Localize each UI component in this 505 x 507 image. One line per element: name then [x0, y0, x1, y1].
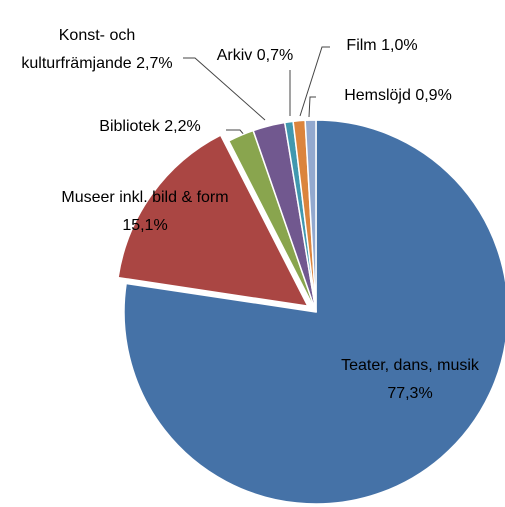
- category-label: Arkiv: [216, 47, 253, 64]
- leader-line: [308, 96, 316, 118]
- category-label: Teater, dans, musik: [341, 357, 479, 374]
- value-label: 2,7%: [136, 55, 173, 72]
- data-label: Konst- och kulturfrämjande 2,7%: [7, 22, 187, 78]
- value-label: 77,3%: [387, 385, 433, 402]
- category-label: Museer inkl. bild & form: [61, 189, 229, 206]
- pie-slice: [304, 119, 317, 313]
- data-label: Bibliotek 2,2%: [75, 113, 225, 141]
- data-label: Arkiv 0,7%: [200, 42, 310, 70]
- value-label: 2,2%: [164, 118, 201, 135]
- value-label: 1,0%: [381, 37, 418, 54]
- data-label: Hemslöjd 0,9%: [313, 82, 483, 110]
- leader-line: [183, 57, 266, 121]
- leader-line: [299, 46, 330, 117]
- category-label: Hemslöjd: [344, 87, 411, 104]
- value-label: 15,1%: [122, 217, 168, 234]
- data-label: Teater, dans, musik 77,3%: [335, 352, 485, 408]
- pie-slice: [123, 119, 505, 505]
- pie-slice: [117, 134, 310, 308]
- data-label: Museer inkl. bild & form 15,1%: [55, 184, 235, 240]
- category-label: Film: [346, 37, 377, 54]
- data-label: Film 1,0%: [327, 32, 437, 60]
- category-label: Bibliotek: [99, 118, 160, 135]
- value-label: 0,7%: [256, 47, 294, 64]
- category-label: Konst- och kulturfrämjande: [21, 27, 136, 72]
- value-label: 0,9%: [415, 87, 452, 104]
